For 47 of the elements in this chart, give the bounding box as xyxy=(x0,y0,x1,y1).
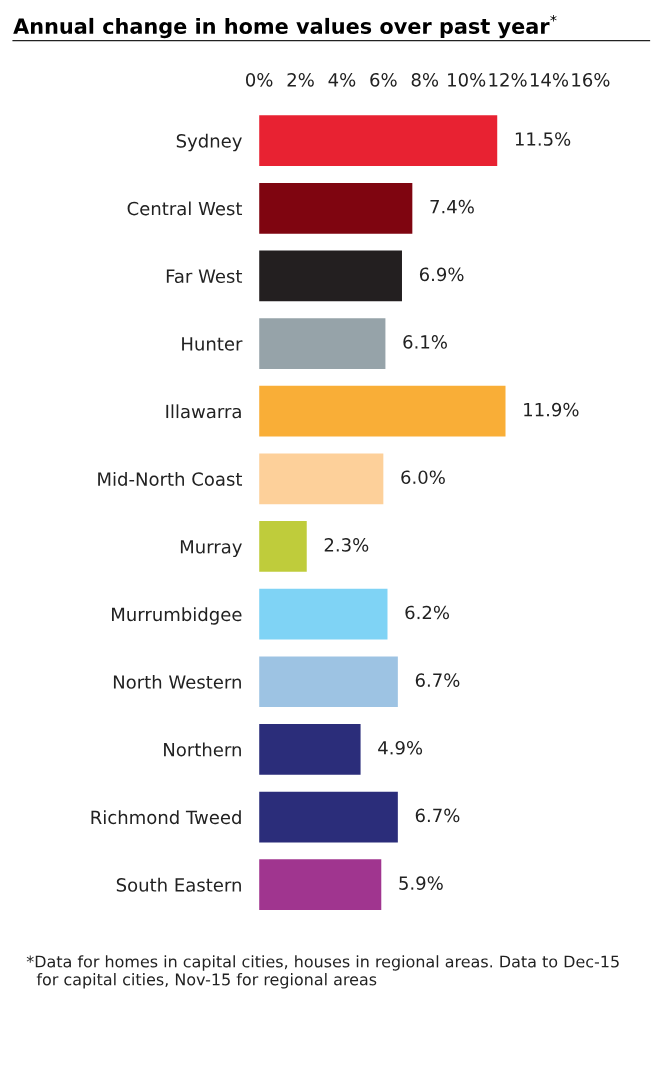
bar xyxy=(259,791,398,843)
bar xyxy=(259,115,498,166)
bar xyxy=(259,250,402,302)
x-tick-label: 12% xyxy=(489,72,527,87)
x-tick-label: 4% xyxy=(328,72,356,87)
text: *Data for homes in capital cities, houses in regional areas. Data to Dec-15 for capital cities, Nov-15 for regional areas xyxy=(26,955,619,989)
x-tick-label: 14% xyxy=(530,72,569,87)
y-tick-label: Northern xyxy=(164,742,241,757)
y-tick-label: Richmond Tweed xyxy=(91,810,241,825)
bar xyxy=(259,453,384,505)
y-tick-label: Hunter xyxy=(182,337,243,351)
y-tick-label: Sydney xyxy=(176,133,242,152)
bar xyxy=(259,318,386,369)
x-tick-label: 2% xyxy=(287,72,314,87)
y-tick-label: Illawarra xyxy=(166,404,241,419)
x-tick-label: 8% xyxy=(411,72,439,87)
bar xyxy=(259,521,307,572)
data-label: 4.9% xyxy=(378,740,423,755)
y-tick-label: North Western xyxy=(113,674,241,689)
y-tick-label: Mid-North Coast xyxy=(98,471,243,486)
bar xyxy=(259,859,382,911)
data-label: 6.1% xyxy=(403,335,447,349)
chart-title: Annual change in home values over past year$^{*}$ xyxy=(13,14,557,39)
data-label: 6.9% xyxy=(419,267,464,282)
data-label: 11.9% xyxy=(524,402,579,417)
x-tick-label: 0% xyxy=(245,72,273,87)
data-label: 5.9% xyxy=(399,876,443,890)
x-tick-label: 16% xyxy=(572,72,610,87)
bar xyxy=(259,385,506,437)
data-label: 6.0% xyxy=(401,470,445,485)
data-label: 6.2% xyxy=(405,605,450,620)
y-tick-label: Murray xyxy=(180,540,242,558)
data-label: 6.7% xyxy=(415,673,460,687)
data-label: 7.4% xyxy=(430,199,474,214)
y-tick-label: South Eastern xyxy=(116,877,241,892)
bar xyxy=(259,656,398,708)
y-tick-label: Central West xyxy=(127,201,243,216)
bar xyxy=(259,724,361,775)
y-tick-label: Murrumbidgee xyxy=(112,607,242,625)
data-label: 6.7% xyxy=(415,808,460,823)
bar xyxy=(259,588,388,640)
y-tick-label: Far West xyxy=(166,269,243,284)
data-label: 11.5% xyxy=(515,132,571,146)
x-tick-label: 10% xyxy=(448,72,486,87)
x-tick-label: 6% xyxy=(370,72,397,87)
bar xyxy=(259,182,413,234)
data-label: 2.3% xyxy=(324,538,369,552)
